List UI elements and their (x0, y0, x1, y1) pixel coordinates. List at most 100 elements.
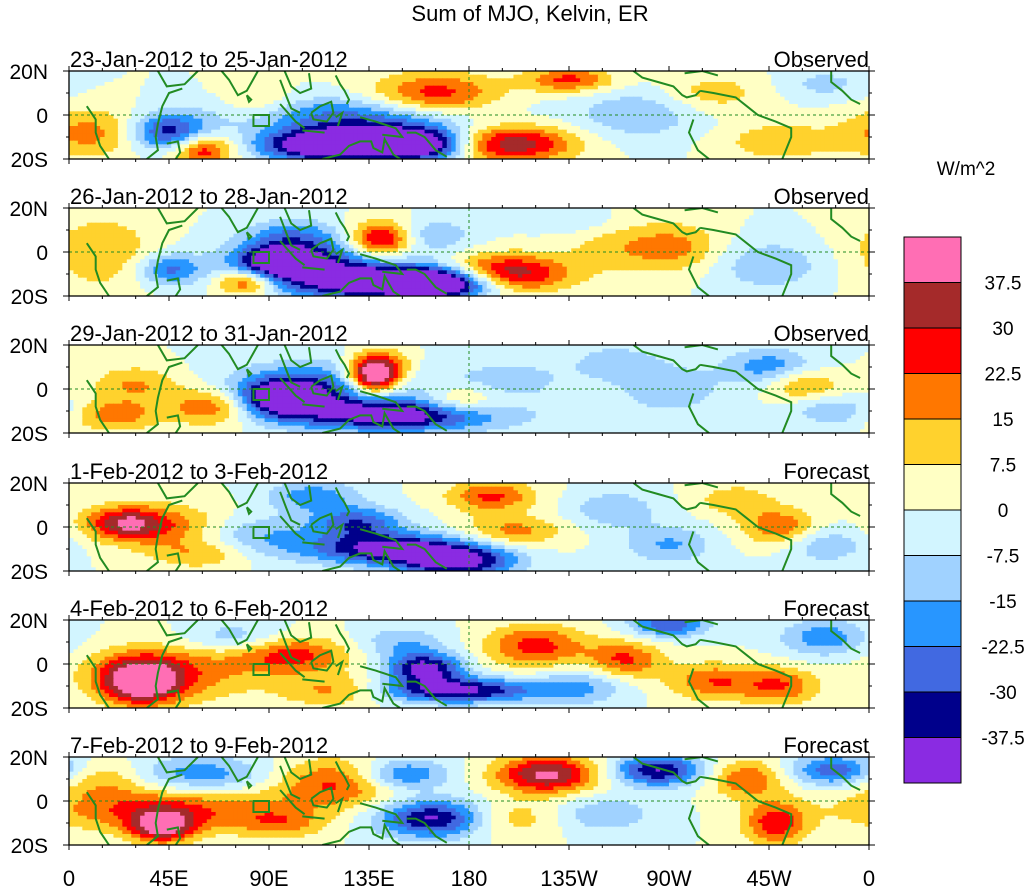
field-cell (566, 74, 572, 79)
field-cell (820, 208, 826, 213)
field-cell (775, 78, 781, 83)
field-cell (469, 151, 475, 156)
field-cell (264, 82, 270, 87)
field-cell (775, 140, 781, 145)
field-cell (122, 100, 128, 105)
field-cell (686, 85, 692, 90)
field-cell (700, 129, 706, 134)
field-cell (802, 93, 808, 98)
field-cell (744, 215, 750, 220)
field-cell (269, 96, 275, 101)
field-cell (713, 104, 719, 109)
field-cell (526, 74, 532, 79)
field-cell (335, 104, 341, 109)
field-cell (384, 115, 390, 120)
field-cell (429, 137, 435, 142)
field-cell (851, 74, 857, 79)
field-cell (309, 107, 315, 112)
field-cell (771, 155, 777, 159)
field-cell (175, 129, 181, 134)
field-cell (549, 82, 555, 87)
field-cell (860, 96, 866, 101)
field-cell (673, 96, 679, 101)
field-cell (202, 144, 208, 149)
field-cell (291, 133, 297, 138)
field-cell (660, 126, 666, 131)
field-cell (193, 89, 199, 94)
field-cell (91, 151, 97, 156)
field-cell (357, 219, 363, 224)
field-cell (500, 126, 506, 131)
field-cell (504, 215, 510, 220)
field-cell (135, 122, 141, 127)
field-cell (242, 151, 248, 156)
field-cell (517, 148, 523, 153)
field-cell (384, 100, 390, 105)
field-cell (500, 89, 506, 94)
field-cell (91, 111, 97, 116)
field-cell (655, 115, 661, 120)
field-cell (113, 155, 119, 159)
field-cell (451, 118, 457, 123)
field-cell (411, 118, 417, 123)
field-cell (691, 151, 697, 156)
field-cell (833, 118, 839, 123)
field-cell (95, 118, 101, 123)
field-cell (264, 133, 270, 138)
field-cell (246, 122, 252, 127)
field-cell (353, 78, 359, 83)
field-cell (553, 118, 559, 123)
field-cell (260, 208, 266, 213)
field-cell (664, 148, 670, 153)
field-cell (589, 82, 595, 87)
field-cell (335, 118, 341, 123)
field-cell (455, 104, 461, 109)
field-cell (482, 148, 488, 153)
field-cell (362, 151, 368, 156)
field-cell (642, 148, 648, 153)
field-cell (429, 85, 435, 90)
field-cell (722, 133, 728, 138)
field-cell (584, 129, 590, 134)
field-cell (424, 104, 430, 109)
field-cell (184, 219, 190, 224)
field-cell (175, 211, 181, 216)
field-cell (340, 96, 346, 101)
field-cell (246, 78, 252, 83)
field-cell (793, 151, 799, 156)
field-cell (433, 71, 439, 76)
field-cell (717, 137, 723, 142)
field-cell (357, 137, 363, 142)
field-cell (344, 148, 350, 153)
field-cell (611, 107, 617, 112)
field-cell (540, 107, 546, 112)
field-cell (162, 126, 168, 131)
field-cell (357, 78, 363, 83)
field-cell (789, 151, 795, 156)
field-cell (771, 93, 777, 98)
field-cell (513, 71, 519, 76)
field-cell (402, 118, 408, 123)
field-cell (753, 155, 759, 159)
field-cell (269, 140, 275, 145)
field-cell (469, 129, 475, 134)
field-cell (91, 140, 97, 145)
field-cell (220, 118, 226, 123)
field-cell (109, 93, 115, 98)
field-cell (691, 104, 697, 109)
field-cell (815, 104, 821, 109)
field-cell (344, 211, 350, 216)
field-cell (126, 122, 132, 127)
field-cell (717, 140, 723, 145)
field-cell (846, 115, 852, 120)
field-cell (202, 89, 208, 94)
field-cell (709, 107, 715, 112)
field-cell (95, 148, 101, 153)
field-cell (460, 74, 466, 79)
field-cell (802, 137, 808, 142)
field-cell (140, 137, 146, 142)
field-cell (611, 78, 617, 83)
field-cell (740, 118, 746, 123)
field-cell (362, 219, 368, 224)
field-cell (353, 100, 359, 105)
